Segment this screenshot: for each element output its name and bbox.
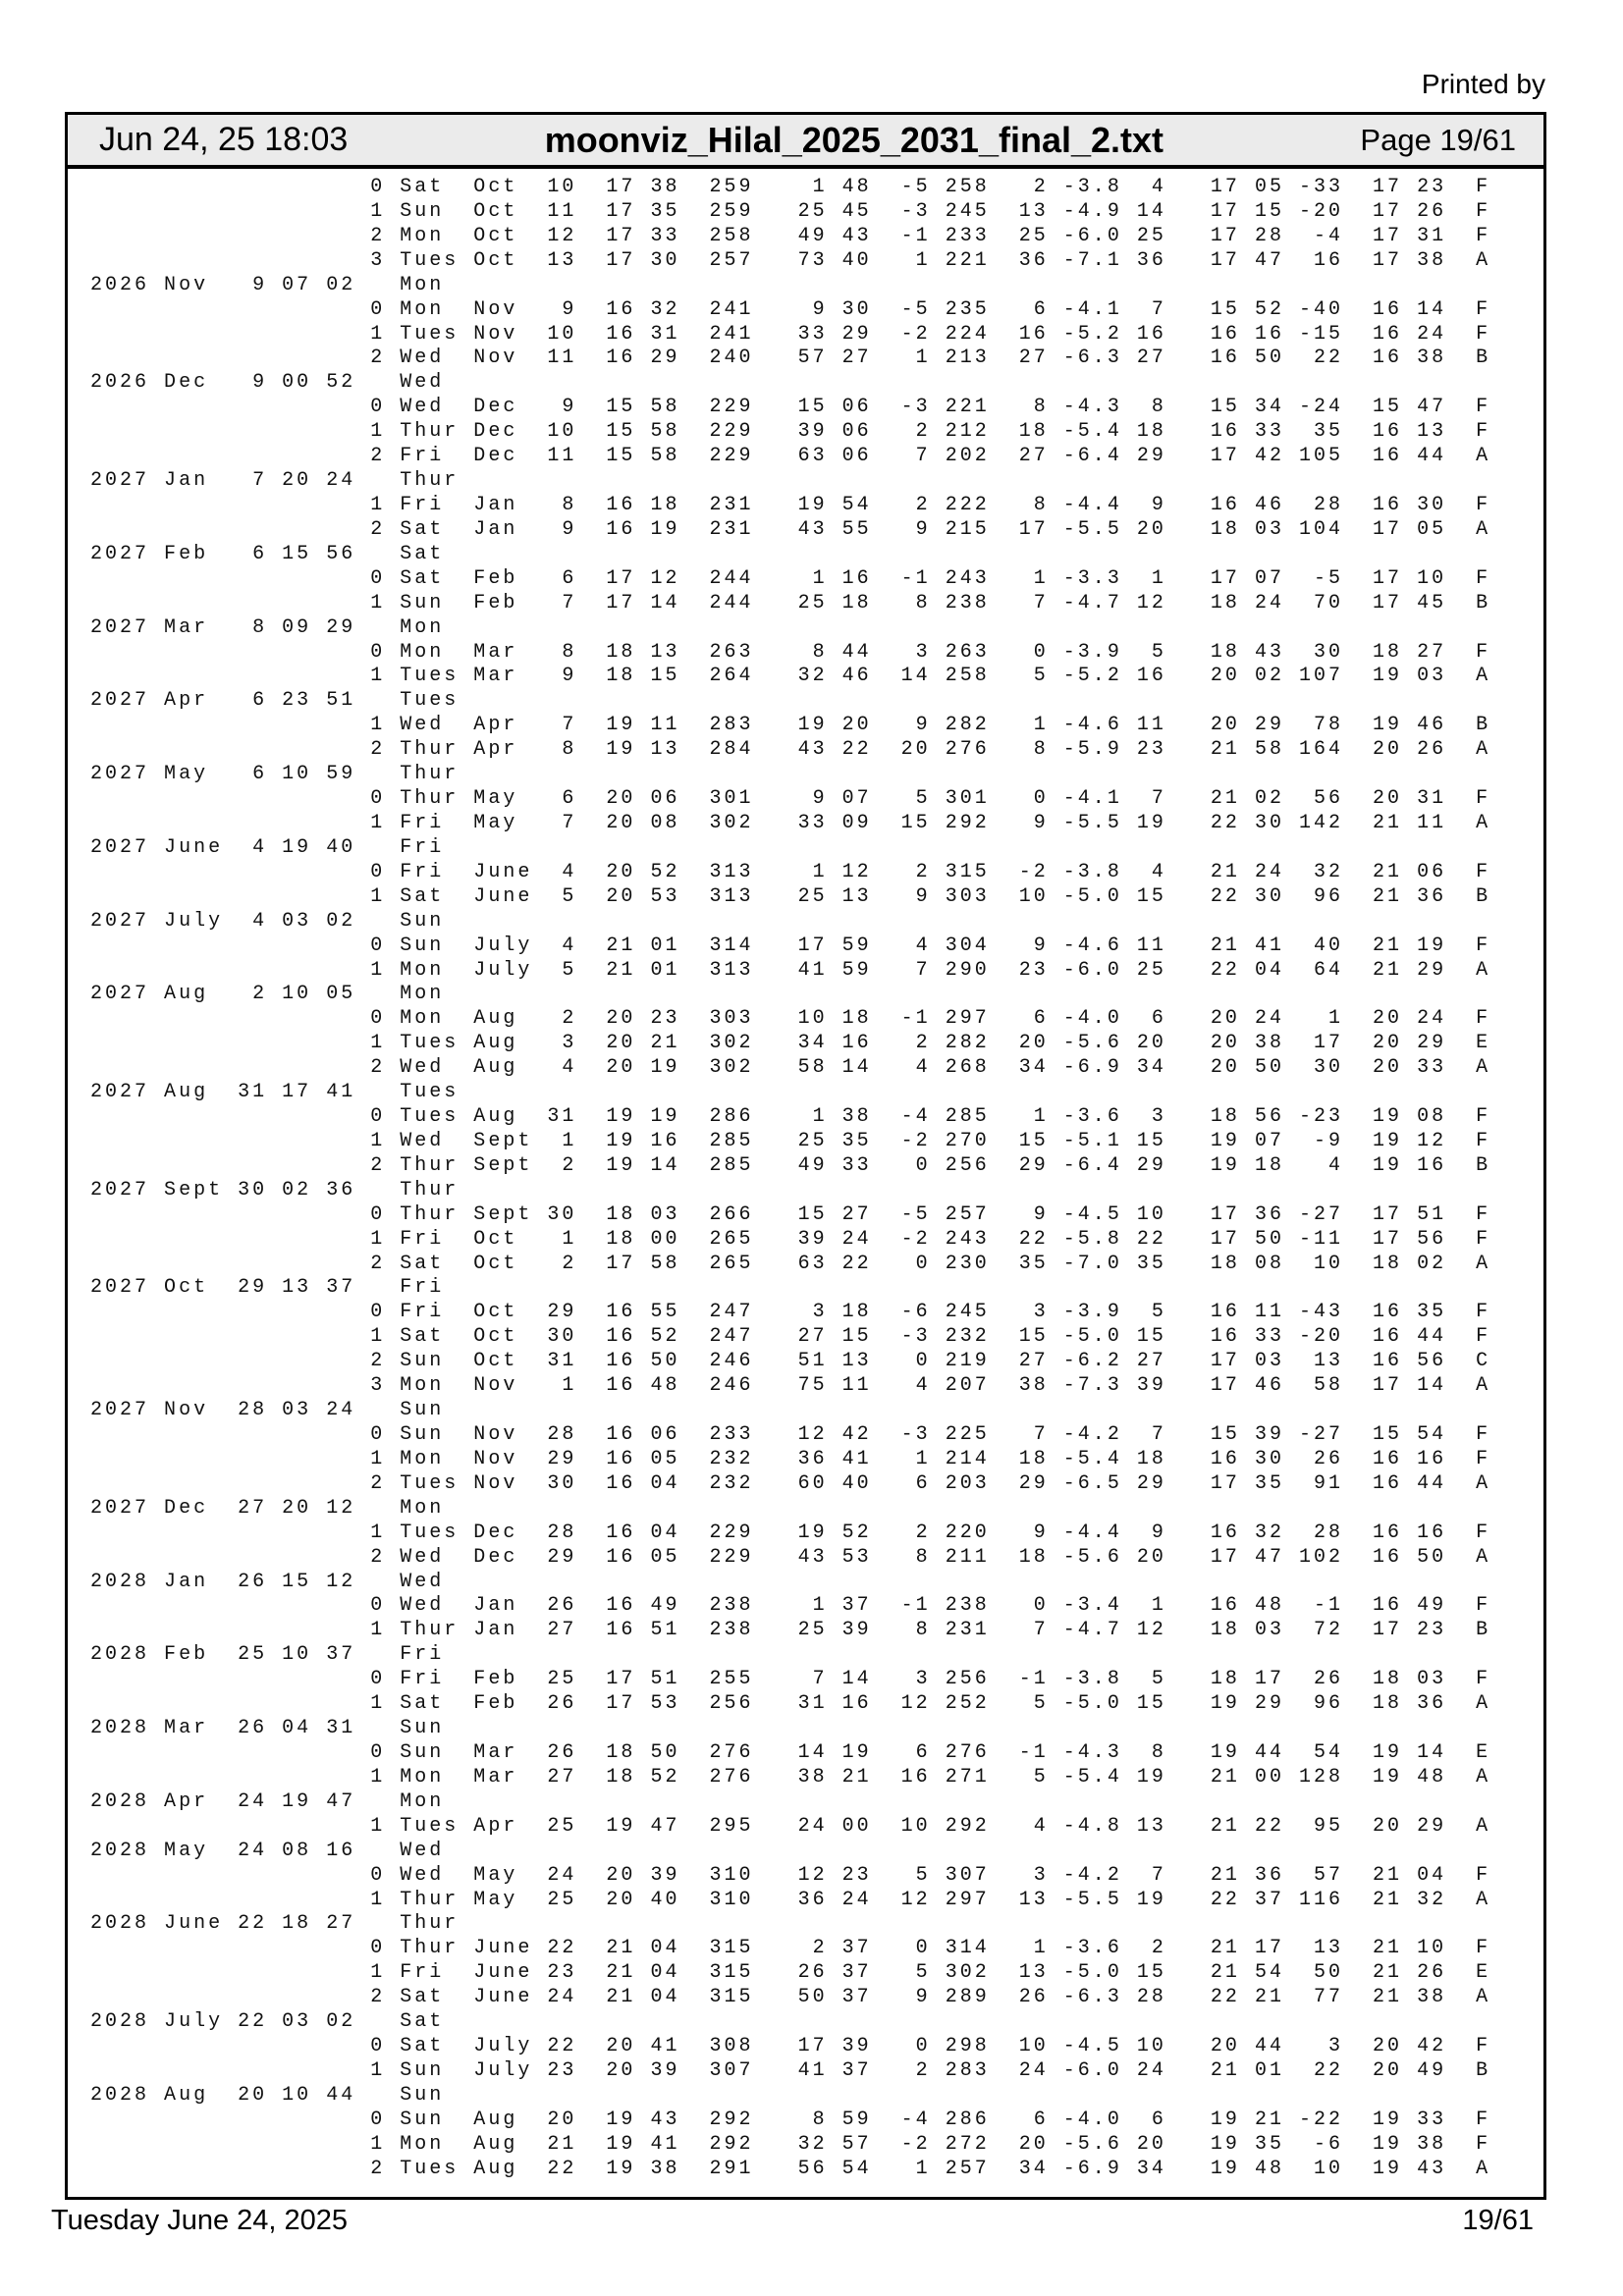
- observation-row: 1 Wed Apr 7 19 11 283 19 20 9 282 1 -4.6…: [90, 714, 1491, 737]
- observation-row: 2 Thur Sept 2 19 14 285 49 33 0 256 29 -…: [90, 1153, 1491, 1177]
- observation-row: 0 Wed Jan 26 16 49 238 1 37 -1 238 0 -3.…: [90, 1594, 1491, 1618]
- new-moon-row: 2028 Apr 24 19 47 Mon: [90, 1789, 445, 1813]
- observation-row: 0 Sun Aug 20 19 43 292 8 59 -4 286 6 -4.…: [90, 2108, 1491, 2131]
- observation-row: 0 Thur May 6 20 06 301 9 07 5 301 0 -4.1…: [90, 787, 1491, 811]
- observation-row: 2 Wed Aug 4 20 19 302 58 14 4 268 34 -6.…: [90, 1056, 1491, 1080]
- footer-page-number: 19/61: [1462, 2205, 1534, 2236]
- observation-row: 1 Sun July 23 20 39 307 41 37 2 283 24 -…: [90, 2058, 1491, 2082]
- new-moon-row: 2028 Feb 25 10 37 Fri: [90, 1643, 445, 1667]
- observation-row: 2 Sat Jan 9 16 19 231 43 55 9 215 17 -5.…: [90, 517, 1491, 541]
- observation-row: 1 Thur May 25 20 40 310 36 24 12 297 13 …: [90, 1888, 1491, 1911]
- document-body-frame: 0 Sat Oct 10 17 38 259 1 48 -5 258 2 -3.…: [65, 169, 1546, 2200]
- observation-row: 2 Tues Aug 22 19 38 291 56 54 1 257 34 -…: [90, 2157, 1491, 2180]
- observation-row: 1 Tues Dec 28 16 04 229 19 52 2 220 9 -4…: [90, 1521, 1491, 1544]
- observation-row: 2 Fri Dec 11 15 58 229 63 06 7 202 27 -6…: [90, 445, 1491, 468]
- observation-row: 2 Sat June 24 21 04 315 50 37 9 289 26 -…: [90, 1986, 1491, 2009]
- observation-row: 1 Mon Nov 29 16 05 232 36 41 1 214 18 -5…: [90, 1447, 1491, 1470]
- observation-row: 1 Sat Oct 30 16 52 247 27 15 -3 232 15 -…: [90, 1325, 1491, 1349]
- observation-row: 0 Mon Aug 2 20 23 303 10 18 -1 297 6 -4.…: [90, 1007, 1491, 1031]
- observation-row: 1 Mon July 5 21 01 313 41 59 7 290 23 -6…: [90, 958, 1491, 982]
- observation-row: 1 Fri Oct 1 18 00 265 39 24 -2 243 22 -5…: [90, 1227, 1491, 1251]
- new-moon-row: 2027 Aug 2 10 05 Mon: [90, 983, 445, 1006]
- observation-row: 0 Sun July 4 21 01 314 17 59 4 304 9 -4.…: [90, 934, 1491, 957]
- new-moon-row: 2027 July 4 03 02 Sun: [90, 909, 445, 933]
- observation-row: 1 Thur Dec 10 15 58 229 39 06 2 212 18 -…: [90, 420, 1491, 444]
- observation-row: 1 Sun Feb 7 17 14 244 25 18 8 238 7 -4.7…: [90, 591, 1491, 614]
- observation-row: 1 Sun Oct 11 17 35 259 25 45 -3 245 13 -…: [90, 199, 1491, 223]
- new-moon-row: 2028 May 24 08 16 Wed: [90, 1839, 445, 1862]
- observation-row: 1 Wed Sept 1 19 16 285 25 35 -2 270 15 -…: [90, 1129, 1491, 1152]
- observation-row: 0 Mon Mar 8 18 13 263 8 44 3 263 0 -3.9 …: [90, 640, 1491, 664]
- observation-row: 1 Fri June 23 21 04 315 26 37 5 302 13 -…: [90, 1961, 1491, 1985]
- observation-row: 0 Tues Aug 31 19 19 286 1 38 -4 285 1 -3…: [90, 1105, 1491, 1129]
- observation-row: 0 Thur Sept 30 18 03 266 15 27 -5 257 9 …: [90, 1202, 1491, 1226]
- observation-row: 0 Mon Nov 9 16 32 241 9 30 -5 235 6 -4.1…: [90, 297, 1491, 321]
- new-moon-row: 2027 Nov 28 03 24 Sun: [90, 1399, 445, 1422]
- observation-row: 0 Sun Mar 26 18 50 276 14 19 6 276 -1 -4…: [90, 1741, 1491, 1764]
- observation-row: 0 Sat Feb 6 17 12 244 1 16 -1 243 1 -3.3…: [90, 566, 1491, 590]
- observation-row: 2 Sat Oct 2 17 58 265 63 22 0 230 35 -7.…: [90, 1252, 1491, 1275]
- new-moon-row: 2028 June 22 18 27 Thur: [90, 1912, 460, 1936]
- observation-row: 1 Sat June 5 20 53 313 25 13 9 303 10 -5…: [90, 884, 1491, 908]
- new-moon-row: 2026 Dec 9 00 52 Wed: [90, 371, 445, 395]
- observation-row: 1 Tues Apr 25 19 47 295 24 00 10 292 4 -…: [90, 1814, 1491, 1838]
- observation-row: 0 Sun Nov 28 16 06 233 12 42 -3 225 7 -4…: [90, 1423, 1491, 1447]
- new-moon-row: 2027 Oct 29 13 37 Fri: [90, 1276, 445, 1300]
- observation-row: 0 Sat Oct 10 17 38 259 1 48 -5 258 2 -3.…: [90, 176, 1491, 198]
- file-content: 0 Sat Oct 10 17 38 259 1 48 -5 258 2 -3.…: [68, 169, 1543, 2182]
- observation-row: 0 Fri June 4 20 52 313 1 12 2 315 -2 -3.…: [90, 860, 1491, 883]
- observation-row: 2 Thur Apr 8 19 13 284 43 22 20 276 8 -5…: [90, 738, 1491, 762]
- observation-row: 1 Tues Aug 3 20 21 302 34 16 2 282 20 -5…: [90, 1032, 1491, 1055]
- printed-by-label: Printed by: [1421, 69, 1545, 99]
- observation-row: 3 Mon Nov 1 16 48 246 75 11 4 207 38 -7.…: [90, 1374, 1491, 1398]
- observation-row: 2 Tues Nov 30 16 04 232 60 40 6 203 29 -…: [90, 1471, 1491, 1495]
- footer-date: Tuesday June 24, 2025: [51, 2205, 349, 2236]
- observation-row: 1 Tues Mar 9 18 15 264 32 46 14 258 5 -5…: [90, 665, 1491, 688]
- header-datetime: Jun 24, 25 18:03: [99, 121, 349, 158]
- new-moon-row: 2028 Mar 26 04 31 Sun: [90, 1717, 445, 1740]
- observation-row: 1 Fri May 7 20 08 302 33 09 15 292 9 -5.…: [90, 811, 1491, 834]
- observation-row: 2 Wed Nov 11 16 29 240 57 27 1 213 27 -6…: [90, 347, 1491, 370]
- new-moon-row: 2027 Sept 30 02 36 Thur: [90, 1178, 460, 1201]
- new-moon-row: 2027 Aug 31 17 41 Tues: [90, 1081, 460, 1104]
- observation-row: 1 Thur Jan 27 16 51 238 25 39 8 231 7 -4…: [90, 1619, 1491, 1642]
- new-moon-row: 2027 Mar 8 09 29 Mon: [90, 615, 445, 639]
- observation-row: 0 Sat July 22 20 41 308 17 39 0 298 10 -…: [90, 2035, 1491, 2058]
- observation-row: 1 Fri Jan 8 16 18 231 19 54 2 222 8 -4.4…: [90, 493, 1491, 516]
- header-page-number: Page 19/61: [1360, 122, 1516, 157]
- observation-row: 1 Tues Nov 10 16 31 241 33 29 -2 224 16 …: [90, 322, 1491, 346]
- new-moon-row: 2028 Aug 20 10 44 Sun: [90, 2083, 445, 2107]
- page-footer: Tuesday June 24, 2025 19/61: [51, 2205, 1534, 2237]
- new-moon-row: 2028 Jan 26 15 12 Wed: [90, 1570, 445, 1593]
- observation-row: 1 Mon Aug 21 19 41 292 32 57 -2 272 20 -…: [90, 2132, 1491, 2156]
- observation-row: 0 Wed May 24 20 39 310 12 23 5 307 3 -4.…: [90, 1863, 1491, 1887]
- observation-row: 0 Wed Dec 9 15 58 229 15 06 -3 221 8 -4.…: [90, 396, 1491, 419]
- new-moon-row: 2027 May 6 10 59 Thur: [90, 763, 460, 786]
- new-moon-row: 2028 July 22 03 02 Sat: [90, 2010, 445, 2034]
- new-moon-row: 2026 Nov 9 07 02 Mon: [90, 273, 445, 296]
- new-moon-row: 2027 Dec 27 20 12 Mon: [90, 1496, 445, 1520]
- observation-row: 2 Wed Dec 29 16 05 229 43 53 8 211 18 -5…: [90, 1545, 1491, 1569]
- page-header-bar: Jun 24, 25 18:03 moonviz_Hilal_2025_2031…: [65, 112, 1546, 169]
- new-moon-row: 2027 Jan 7 20 24 Thur: [90, 469, 460, 493]
- observation-row: 3 Tues Oct 13 17 30 257 73 40 1 221 36 -…: [90, 248, 1491, 272]
- observation-row: 0 Fri Feb 25 17 51 255 7 14 3 256 -1 -3.…: [90, 1668, 1491, 1691]
- new-moon-row: 2027 June 4 19 40 Fri: [90, 835, 445, 859]
- new-moon-row: 2027 Apr 6 23 51 Tues: [90, 689, 460, 713]
- observation-row: 0 Thur June 22 21 04 315 2 37 0 314 1 -3…: [90, 1937, 1491, 1960]
- observation-row: 1 Mon Mar 27 18 52 276 38 21 16 271 5 -5…: [90, 1765, 1491, 1789]
- new-moon-row: 2027 Feb 6 15 56 Sat: [90, 542, 445, 565]
- observation-row: 2 Mon Oct 12 17 33 258 49 43 -1 233 25 -…: [90, 224, 1491, 247]
- observation-row: 2 Sun Oct 31 16 50 246 51 13 0 219 27 -6…: [90, 1350, 1491, 1373]
- observation-row: 0 Fri Oct 29 16 55 247 3 18 -6 245 3 -3.…: [90, 1301, 1491, 1324]
- observation-row: 1 Sat Feb 26 17 53 256 31 16 12 252 5 -5…: [90, 1692, 1491, 1716]
- page-title: moonviz_Hilal_2025_2031_final_2.txt: [544, 119, 1164, 160]
